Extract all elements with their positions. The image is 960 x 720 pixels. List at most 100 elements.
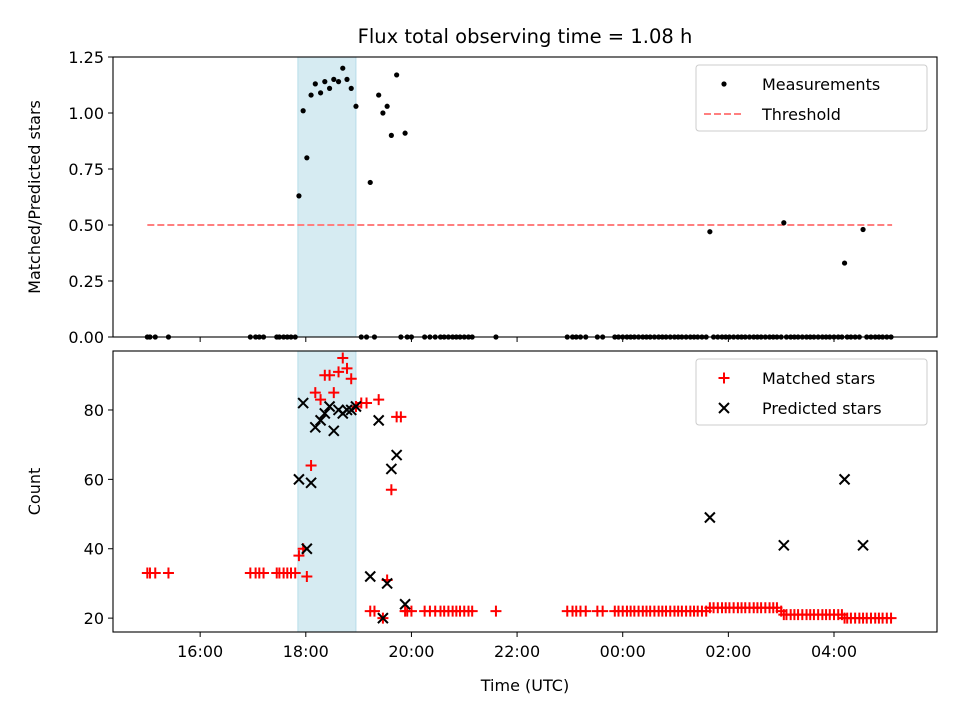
legend-label: Predicted stars [762, 399, 882, 418]
measurement-point [312, 81, 318, 87]
legend-predicted-swatch [718, 402, 730, 414]
matched-point [373, 394, 385, 406]
predicted-point [293, 473, 305, 486]
y-axis-label: Matched/Predicted stars [25, 100, 44, 294]
matched-point [162, 567, 174, 579]
predicted-point [377, 612, 389, 624]
matched-point [580, 605, 592, 617]
predicted-point [297, 397, 309, 409]
series-predicted-stars [293, 397, 869, 624]
y-tick-label: 0.00 [68, 328, 104, 347]
predicted-point [350, 400, 362, 413]
measurement-point [841, 260, 848, 266]
matched-point [309, 387, 321, 399]
measurement-point [300, 108, 306, 114]
matched-point [328, 387, 340, 399]
matched-point [333, 366, 345, 378]
matched-point [324, 369, 336, 381]
axes-frame [112, 350, 938, 633]
matched-point [293, 550, 305, 562]
star-count-panel: 20 40 60 80 16:00 18:00 20:00 22:00 00:00 02:00 04… [25, 350, 938, 695]
predicted-point [381, 577, 393, 590]
matched-point [341, 362, 353, 374]
predicted-point [704, 511, 716, 524]
measurement-point [308, 92, 314, 98]
predicted-point [305, 477, 317, 489]
measurement-point [331, 76, 337, 82]
y-tick-label: 40 [84, 540, 104, 559]
legend-box [695, 64, 928, 132]
measurement-point [781, 220, 787, 226]
legend-label: Measurements [762, 75, 880, 94]
measurement-point [317, 90, 324, 96]
chart-title: Flux total observing time = 1.08 h [358, 25, 693, 48]
measurement-point [304, 155, 310, 161]
legend-matched-swatch [718, 372, 730, 384]
matched-point [149, 567, 161, 579]
matched-point [289, 567, 301, 579]
predicted-point [301, 543, 313, 555]
predicted-point [319, 407, 331, 420]
x-tick-label: 00:00 [600, 642, 646, 661]
y-tick-label: 0.25 [68, 272, 104, 291]
observing-span [297, 350, 357, 633]
x-tick-label: 16:00 [177, 642, 223, 661]
measurement-point [402, 130, 408, 136]
matched-point [301, 570, 313, 582]
predicted-point [385, 463, 398, 475]
y-axis-label: Count [25, 468, 44, 516]
axes-frame [112, 56, 938, 338]
measurement-point [348, 85, 354, 91]
x-tick-label: 18:00 [283, 642, 329, 661]
x-tick-label: 02:00 [705, 642, 751, 661]
measurement-point [322, 79, 328, 85]
predicted-point [372, 414, 385, 427]
predicted-point [309, 421, 322, 434]
predicted-point [778, 539, 790, 551]
predicted-point [328, 425, 340, 437]
measurement-point [376, 92, 382, 98]
y-tick-label: 80 [84, 401, 104, 420]
measurement-point [344, 76, 350, 82]
y-tick-label: 1.00 [68, 104, 104, 123]
predicted-point [341, 404, 353, 416]
matched-point [337, 352, 349, 364]
flux-ratio-panel: 0.00 0.25 0.50 0.75 1.00 1.25 Flux total obser… [25, 25, 938, 347]
legend-measurement-swatch [721, 81, 727, 87]
legend: Matched stars Predicted stars [695, 358, 928, 426]
matched-point [315, 394, 327, 406]
predicted-point [314, 414, 327, 427]
predicted-point [364, 570, 376, 583]
matched-point [305, 459, 317, 471]
predicted-point [399, 598, 411, 610]
matched-point [466, 605, 478, 617]
y-tick-label: 0.75 [68, 160, 104, 179]
predicted-point [857, 539, 869, 551]
predicted-point [323, 400, 336, 413]
matched-point [368, 605, 380, 617]
legend-box [695, 358, 928, 426]
legend-label: Matched stars [762, 369, 875, 388]
measurement-point [353, 103, 359, 109]
measurement-point [384, 103, 390, 109]
y-tick-label: 60 [84, 470, 104, 489]
measurement-point [707, 229, 713, 235]
y-tick-label: 0.50 [68, 216, 104, 235]
matched-point [258, 567, 270, 579]
observing-span [297, 56, 357, 338]
predicted-point [838, 473, 851, 486]
matched-point [361, 397, 373, 409]
measurement-point [860, 226, 866, 233]
y-tick-label: 1.25 [68, 48, 104, 67]
x-axis-label: Time (UTC) [480, 676, 569, 695]
y-tick-label: 20 [84, 609, 104, 628]
measurement-point [296, 193, 302, 199]
matched-point [395, 411, 407, 423]
legend-label: Threshold [761, 105, 841, 124]
measurement-point [367, 179, 373, 186]
matched-point [490, 605, 502, 617]
matched-point [885, 612, 897, 624]
measurement-point [340, 65, 346, 71]
x-tick-label: 20:00 [388, 642, 434, 661]
